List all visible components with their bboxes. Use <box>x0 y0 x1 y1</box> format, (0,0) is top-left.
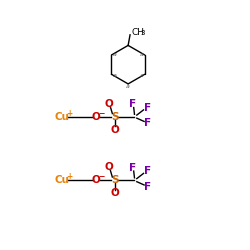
Text: +: + <box>67 109 73 118</box>
Text: a: a <box>140 52 144 57</box>
Text: O: O <box>104 162 113 172</box>
Text: O: O <box>110 188 119 198</box>
Text: F: F <box>130 99 136 109</box>
Text: Cu: Cu <box>54 175 69 185</box>
Text: a: a <box>112 73 116 78</box>
Text: a: a <box>112 52 116 57</box>
Text: O: O <box>110 125 119 135</box>
Text: 3: 3 <box>140 30 145 36</box>
Text: a: a <box>140 73 144 78</box>
Text: a: a <box>126 84 130 89</box>
Text: F: F <box>144 166 151 176</box>
Text: O: O <box>92 112 101 122</box>
Text: F: F <box>144 103 151 113</box>
Text: S: S <box>111 112 118 122</box>
Text: Cu: Cu <box>54 112 69 122</box>
Text: −: − <box>98 172 104 181</box>
Text: F: F <box>130 163 136 173</box>
Text: F: F <box>144 182 152 192</box>
Text: F: F <box>144 118 152 128</box>
Text: O: O <box>92 175 101 185</box>
Text: O: O <box>104 98 113 108</box>
Text: +: + <box>67 172 73 181</box>
Text: S: S <box>111 175 118 185</box>
Text: CH: CH <box>131 28 144 37</box>
Text: −: − <box>98 109 104 118</box>
